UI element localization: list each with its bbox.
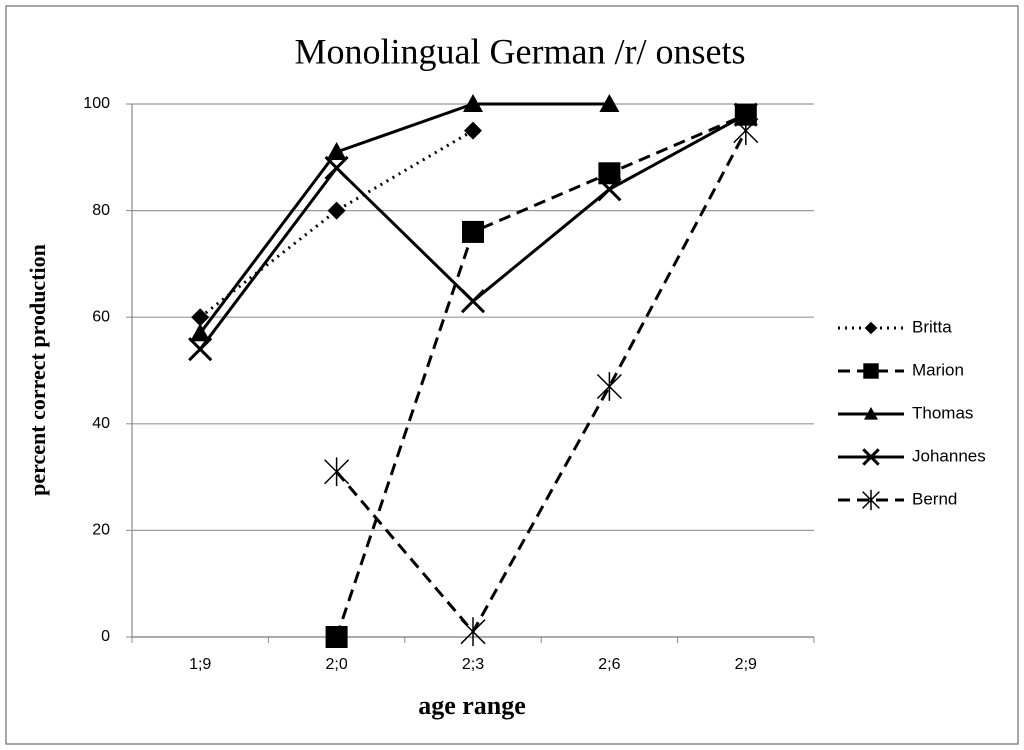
- marker-shape: [863, 363, 879, 379]
- marker: [324, 155, 349, 181]
- marker: [862, 489, 880, 511]
- x-tick-label: 2;3: [462, 656, 484, 673]
- marker-shape: [324, 457, 350, 487]
- marker: [188, 337, 213, 362]
- y-tick-label: 80: [92, 202, 110, 219]
- legend-label: Britta: [912, 317, 952, 336]
- marker: [864, 321, 878, 335]
- x-axis-label: age range: [418, 691, 526, 720]
- marker-shape: [460, 617, 486, 647]
- marker: [463, 94, 483, 112]
- marker: [464, 121, 482, 140]
- marker: [324, 457, 350, 487]
- marker: [598, 162, 621, 185]
- marker: [596, 372, 622, 401]
- marker-shape: [190, 323, 211, 342]
- marker: [190, 323, 211, 342]
- marker-shape: [191, 308, 210, 327]
- marker-shape: [864, 321, 878, 335]
- marker-shape: [462, 220, 484, 243]
- x-tick-label: 2;0: [325, 656, 347, 673]
- marker-shape: [326, 141, 347, 160]
- marker: [599, 94, 620, 112]
- marker: [326, 141, 347, 160]
- marker-shape: [464, 121, 482, 140]
- marker-shape: [862, 448, 880, 466]
- marker: [597, 177, 622, 202]
- marker-shape: [596, 372, 622, 401]
- x-tick-label: 2;9: [735, 656, 757, 673]
- series-line: [335, 113, 747, 638]
- marker: [460, 289, 486, 314]
- marker: [733, 116, 759, 146]
- marker-shape: [599, 94, 620, 112]
- marker: [325, 626, 348, 648]
- marker: [460, 617, 486, 647]
- y-tick-label: 0: [101, 628, 110, 645]
- y-tick-label: 100: [83, 95, 110, 112]
- marker-shape: [324, 155, 349, 181]
- legend-label: Marion: [912, 360, 964, 379]
- marker: [327, 201, 346, 220]
- marker-shape: [733, 102, 758, 127]
- marker-shape: [733, 116, 759, 146]
- x-tick-label: 1;9: [189, 656, 211, 673]
- marker-shape: [460, 289, 486, 314]
- y-axis-label: percent correct production: [25, 244, 50, 496]
- marker-shape: [597, 177, 622, 202]
- marker: [863, 363, 879, 379]
- x-tick-label: 2;6: [598, 656, 620, 673]
- marker-shape: [327, 201, 346, 220]
- marker: [733, 102, 758, 127]
- series-line: [199, 129, 474, 319]
- marker: [864, 407, 878, 420]
- marker-shape: [325, 626, 348, 648]
- legend-label: Bernd: [912, 489, 957, 508]
- y-tick-label: 20: [92, 522, 110, 539]
- chart-frame: [5, 5, 1019, 745]
- chart-title: Monolingual German /r/ onsets: [295, 31, 746, 71]
- marker-shape: [598, 162, 621, 185]
- legend-label: Thomas: [912, 403, 973, 422]
- marker-shape: [864, 407, 878, 420]
- marker: [462, 220, 484, 243]
- series-line: [199, 102, 610, 335]
- y-tick-label: 40: [92, 415, 110, 432]
- legend-label: Johannes: [912, 446, 986, 465]
- series-line: [335, 129, 748, 635]
- marker-shape: [862, 489, 880, 511]
- marker-shape: [188, 337, 213, 362]
- marker-shape: [463, 94, 483, 112]
- y-tick-label: 60: [92, 308, 110, 325]
- marker: [191, 308, 210, 327]
- marker: [862, 448, 880, 466]
